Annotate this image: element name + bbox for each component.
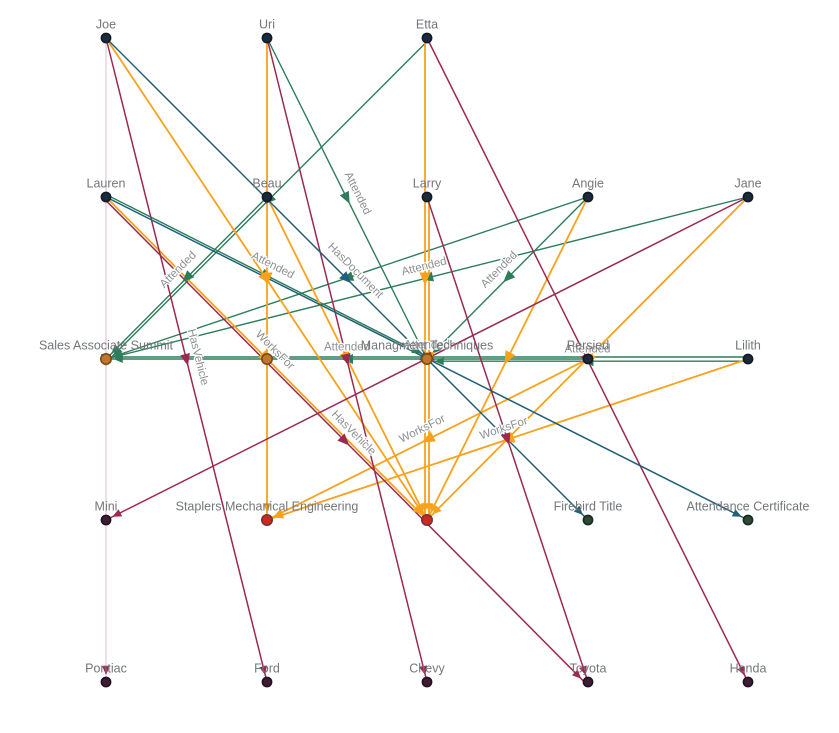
node-ac[interactable] (742, 514, 754, 526)
edge-target-arrow-icon (579, 665, 587, 676)
edge-mid-arrow-icon (503, 270, 516, 283)
edge-label-persied-x2: WorksFor (397, 413, 447, 446)
edge-target-arrow-icon (731, 509, 742, 517)
edge-mid-arrow-icon (339, 271, 352, 284)
edge-mid-arrow-icon (180, 352, 190, 366)
edge-label-angie-mt: Attended (479, 249, 520, 290)
edge-target-arrow-icon (112, 509, 123, 517)
node-label-x2: Staplers Mechanical Engineering (176, 500, 359, 514)
node-label-lauren: Lauren (87, 177, 126, 191)
edge-mid-arrow-icon (337, 433, 350, 446)
edge-label-persied-sas: Attended (324, 342, 370, 354)
node-label-ford: Ford (254, 662, 280, 676)
node-label-joe: Joe (96, 18, 116, 32)
node-mt[interactable] (420, 352, 433, 365)
edge-target-arrow-icon (419, 665, 427, 676)
edge-target-arrow-icon (432, 344, 442, 354)
layer-nodes (100, 32, 754, 688)
edge-target-arrow-icon (412, 505, 422, 515)
node-label-ft: Firebird Title (554, 500, 623, 514)
node-label-larry: Larry (413, 177, 442, 191)
layer-nlabels: Joe Uri Etta Lauren Beau Larry Angie Jane Sales … (39, 18, 810, 676)
edge-target-arrow-icon (573, 505, 583, 515)
node-lilith[interactable] (742, 353, 754, 365)
node-label-uri: Uri (259, 18, 275, 32)
edge-target-arrow-icon (737, 665, 745, 676)
node-ft[interactable] (582, 514, 594, 526)
node-x3[interactable] (420, 513, 433, 526)
edge-target-arrow-icon (113, 346, 123, 356)
node-label-chevy: Chevy (409, 662, 445, 676)
node-label-pontiac: Pontiac (85, 662, 127, 676)
node-label-toyota: Toyota (570, 662, 607, 676)
node-pontiac[interactable] (100, 676, 112, 688)
node-label-persied: Persied (567, 339, 609, 353)
node-larry[interactable] (421, 191, 433, 203)
node-label-etta: Etta (416, 18, 438, 32)
node-uri[interactable] (261, 32, 273, 44)
edge-label-lilith-mt: Attended (564, 344, 610, 356)
node-angie[interactable] (582, 191, 594, 203)
edge-target-arrow-icon (572, 669, 582, 679)
edge-target-arrow-icon (430, 503, 439, 514)
node-label-lilith: Lilith (735, 339, 761, 353)
layer-elabels: Attended Attended Attended Attended Attended… (157, 169, 612, 459)
node-toyota[interactable] (582, 676, 594, 688)
node-mini[interactable] (100, 514, 112, 526)
edge-target-arrow-icon (434, 357, 444, 366)
edge-mid-arrow-icon (340, 352, 351, 366)
edge-mid-arrow-icon (500, 432, 511, 446)
node-label-honda: Honda (730, 662, 767, 676)
edge-target-arrow-icon (411, 345, 422, 354)
edge-label-lilith-sas: Attended (404, 340, 450, 352)
edge-target-arrow-icon (102, 665, 110, 675)
edge-mid-arrow-icon (182, 270, 195, 283)
edge-label-lauren-mt: Attended (249, 250, 296, 281)
node-x2[interactable] (260, 513, 273, 526)
node-honda[interactable] (742, 676, 754, 688)
node-label-sas: Sales Associate Summit (39, 339, 174, 353)
node-lauren[interactable] (100, 191, 112, 203)
node-label-mini: Mini (95, 500, 118, 514)
node-jane[interactable] (742, 191, 754, 203)
edge-target-arrow-icon (113, 353, 123, 361)
node-label-ac: Attendance Certificate (687, 500, 810, 514)
edge-target-arrow-icon (263, 503, 271, 513)
node-x1[interactable] (260, 352, 273, 365)
node-etta[interactable] (421, 32, 433, 44)
edge-mid-arrow-icon (504, 350, 516, 365)
node-label-jane: Jane (734, 177, 761, 191)
edge-target-arrow-icon (416, 503, 424, 514)
node-label-angie: Angie (572, 177, 604, 191)
node-persied[interactable] (582, 353, 594, 365)
edge-target-arrow-icon (432, 505, 442, 515)
edge-mid-arrow-icon (339, 190, 350, 204)
edge-target-arrow-icon (415, 342, 424, 353)
node-ford[interactable] (261, 676, 273, 688)
node-joe[interactable] (100, 32, 112, 44)
edge-target-arrow-icon (259, 665, 267, 676)
node-label-beau: Beau (252, 177, 281, 191)
node-chevy[interactable] (421, 676, 433, 688)
edge-label-joe-ft: HasDocument (325, 241, 386, 302)
node-beau[interactable] (261, 191, 273, 203)
edge-mid-arrow-icon (419, 272, 431, 286)
edge-target-arrow-icon (274, 510, 285, 519)
edge-mid-arrow-icon (261, 272, 273, 286)
edge-mid-arrow-icon (421, 431, 436, 443)
node-sas[interactable] (100, 352, 113, 365)
node-label-mt: Managment Techniques (361, 339, 494, 353)
